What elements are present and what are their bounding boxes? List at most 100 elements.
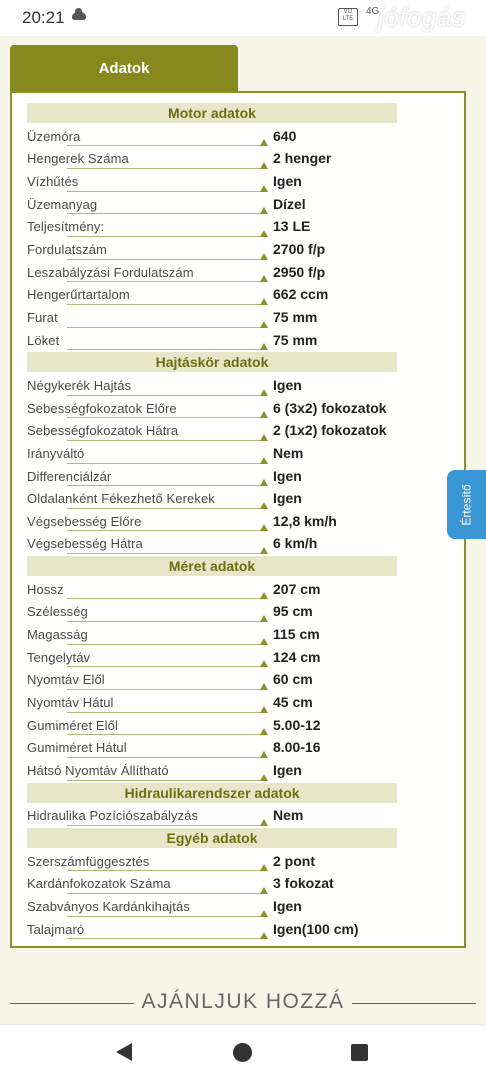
spec-row: Irányváltó Nem (27, 443, 397, 466)
row-leader-line (67, 213, 262, 215)
spec-value: 124 cm (273, 648, 321, 665)
spec-row: Fordulatszám 2700 f/p (27, 239, 397, 262)
navigation-bar (0, 1024, 486, 1080)
spec-value: 75 mm (273, 331, 318, 348)
tab-label: Adatok (98, 59, 150, 77)
spec-row: Gumiméret Elől 5.00-12 (27, 715, 397, 738)
spec-row: Löket 75 mm (27, 330, 397, 353)
spec-value: Dízel (273, 195, 306, 212)
spec-value: 12,8 km/h (273, 512, 337, 529)
row-leader-line (67, 779, 262, 781)
spec-value: Nem (273, 444, 304, 461)
network-4g-indicator: 4G (366, 6, 380, 17)
spec-label: Gumiméret Elől (27, 717, 118, 733)
spec-value: 662 ccm (273, 286, 329, 303)
spec-row: Sebességfokozatok Hátra 2 (1x2) fokozatok (27, 420, 397, 443)
spec-row: Magasság 115 cm (27, 624, 397, 647)
spec-label: Üzemóra (27, 128, 81, 144)
row-leader-line (67, 258, 262, 260)
row-leader-line (67, 417, 262, 419)
triangle-marker-icon (260, 388, 268, 396)
row-leader-line (67, 507, 262, 509)
spec-label: Hengerűrtartalom (27, 287, 130, 303)
row-leader-line (67, 757, 262, 759)
triangle-marker-icon (260, 637, 268, 645)
spec-row: Hidraulika Pozíciószabályzás Nem (27, 805, 397, 828)
spec-label: Gumiméret Hátul (27, 740, 127, 756)
spec-value: 207 cm (273, 580, 321, 597)
spec-value: Igen (273, 376, 302, 393)
triangle-marker-icon (260, 683, 268, 691)
spec-row: Üzemanyag Dízel (27, 194, 397, 217)
spec-label: Szabványos Kardánkihajtás (27, 898, 190, 914)
notifier-button[interactable]: Értesítő (447, 470, 486, 539)
row-leader-line (67, 303, 262, 305)
back-icon[interactable] (116, 1043, 132, 1061)
spec-label: Végsebesség Előre (27, 513, 142, 529)
triangle-marker-icon (260, 909, 268, 917)
spec-value: 2 henger (273, 150, 332, 167)
tab-adatok[interactable]: Adatok (10, 45, 238, 91)
row-leader-line (67, 439, 262, 441)
spec-label: Tengelytáv (27, 649, 91, 665)
spec-row: Leszabályzási Fordulatszám 2950 f/p (27, 262, 397, 285)
spec-label: Hidraulika Pozíciószabályzás (27, 808, 199, 824)
triangle-marker-icon (260, 252, 268, 260)
status-bar: 20:21 VO LTE 4G jófogás (0, 0, 486, 36)
row-leader-line (67, 145, 262, 147)
spec-row: Differenciálzár Igen (27, 466, 397, 489)
recent-apps-icon[interactable] (351, 1044, 368, 1061)
spec-row: Talajmaró Igen(100 cm) (27, 919, 397, 942)
triangle-marker-icon (260, 184, 268, 192)
spec-label: Végsebesség Hátra (27, 536, 143, 552)
triangle-marker-icon (260, 207, 268, 215)
spec-value: 60 cm (273, 671, 313, 688)
row-leader-line (67, 394, 262, 396)
section-header: Hidraulikarendszer adatok (27, 782, 397, 803)
spec-row: Négykerék Hajtás Igen (27, 375, 397, 398)
row-leader-line (67, 825, 262, 826)
spec-value: Igen (273, 172, 302, 189)
spec-value: 3 fokozat (273, 875, 334, 892)
divider-right (352, 1003, 476, 1004)
row-leader-line (67, 915, 262, 917)
section-header: Motor adatok (27, 103, 397, 123)
spec-label: Irányváltó (27, 445, 85, 461)
spec-label: Szerszámfüggesztés (27, 853, 150, 869)
triangle-marker-icon (260, 773, 268, 781)
home-icon[interactable] (233, 1043, 252, 1062)
spec-label: Talajmaró (27, 921, 85, 937)
row-leader-line (67, 689, 262, 691)
spec-value: Igen (273, 467, 302, 484)
spec-label: Löket (27, 332, 60, 348)
row-leader-line (67, 349, 262, 351)
spec-label: Hengerek Száma (27, 151, 129, 167)
triangle-marker-icon (260, 433, 268, 441)
spec-value: 6 km/h (273, 535, 318, 552)
triangle-marker-icon (260, 547, 268, 555)
section-header: Egyéb adatok (27, 828, 397, 848)
triangle-marker-icon (260, 615, 268, 623)
triangle-marker-icon (260, 592, 268, 600)
spec-value: 45 cm (273, 694, 313, 711)
spec-row: Végsebesség Előre 12,8 km/h (27, 511, 397, 534)
spec-label: Nyomtáv Hátul (27, 695, 114, 711)
triangle-marker-icon (260, 229, 268, 237)
spec-value: 2700 f/p (273, 240, 326, 257)
row-leader-line (67, 666, 262, 668)
spec-row: Tengelytáv 124 cm (27, 647, 397, 670)
row-leader-line (67, 485, 262, 487)
volte-icon: VO LTE (338, 8, 358, 26)
spec-row: Kardánfokozatok Száma 3 fokozat (27, 873, 397, 896)
spec-value: 5.00-12 (273, 716, 321, 733)
triangle-marker-icon (260, 705, 268, 713)
spec-value: 75 mm (273, 308, 318, 325)
watermark-logo: jófogás (378, 2, 466, 32)
spec-row: Gumiméret Hátul 8.00-16 (27, 737, 397, 760)
row-leader-line (67, 462, 262, 464)
row-leader-line (67, 643, 262, 645)
spec-label: Hossz (27, 581, 64, 597)
spec-label: Üzemanyag (27, 196, 98, 212)
triangle-marker-icon (260, 275, 268, 283)
spec-label: Szélesség (27, 604, 88, 620)
